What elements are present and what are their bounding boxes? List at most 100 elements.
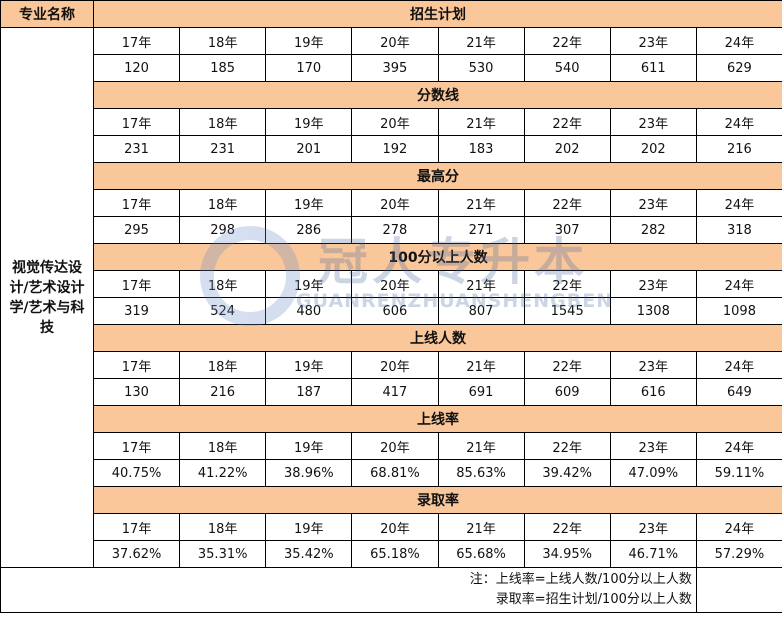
value-cell: 1308 [609,297,697,325]
year-cell: 24年 [695,513,782,541]
value-cell: 68.81% [351,459,439,487]
value-cell: 57.29% [695,540,782,568]
value-cell: 65.18% [351,540,439,568]
value-cell: 395 [351,54,439,82]
table-row: 上线人数 [1,324,782,352]
year-cell: 18年 [179,351,267,379]
year-cell: 20年 [351,432,439,460]
value-cell: 39.42% [523,459,611,487]
year-cell: 23年 [609,108,697,136]
table-row: 37.62% 35.31% 35.42% 65.18% 65.68% 34.95% 46.7… [1,540,782,568]
value-cell: 65.68% [437,540,525,568]
table-row: 17年 18年 19年 20年 21年 22年 23年 24年 [1,513,782,541]
score-table: 专业名称 招生计划 视觉传达设计/艺术设计学/艺术与科技 17年 18年 19年 20年 21… [0,0,782,613]
value-cell: 35.31% [179,540,267,568]
value-cell: 1545 [523,297,611,325]
value-cell: 282 [609,216,697,244]
value-cell: 611 [609,54,697,82]
table-row: 分数线 [1,81,782,109]
value-cell: 202 [609,135,697,163]
value-cell: 530 [437,54,525,82]
year-cell: 23年 [609,189,697,217]
year-cell: 17年 [92,108,181,136]
value-cell: 120 [92,54,181,82]
value-cell: 606 [351,297,439,325]
year-cell: 17年 [92,513,181,541]
value-cell: 202 [523,135,611,163]
value-cell: 231 [92,135,181,163]
year-cell: 24年 [695,27,782,55]
table-row: 注：上线率=上线人数/100分以上人数录取率=招生计划/100分以上人数 [0,567,782,613]
year-cell: 18年 [179,189,267,217]
table-row: 最高分 [1,162,782,190]
table-row: 17年 18年 19年 20年 21年 22年 23年 24年 [1,108,782,136]
note-line: 录取率=招生计划/100分以上人数 [495,592,692,607]
year-cell: 24年 [695,432,782,460]
value-cell: 807 [437,297,525,325]
section-title: 分数线 [93,81,782,109]
value-cell: 524 [179,297,267,325]
table-row: 上线率 [1,405,782,433]
year-cell: 17年 [92,351,181,379]
year-cell: 22年 [523,27,611,55]
year-cell: 22年 [523,270,611,298]
year-cell: 23年 [609,351,697,379]
year-cell: 17年 [92,270,181,298]
year-cell: 21年 [437,351,525,379]
year-cell: 19年 [265,27,353,55]
value-cell: 41.22% [179,459,267,487]
year-cell: 22年 [523,432,611,460]
year-cell: 22年 [523,351,611,379]
table-row: 视觉传达设计/艺术设计学/艺术与科技 17年 18年 19年 20年 21年 22年 23年 2… [0,27,782,568]
year-cell: 22年 [523,189,611,217]
value-cell: 85.63% [437,459,525,487]
value-cell: 216 [695,135,782,163]
section-title: 上线人数 [93,324,782,352]
value-cell: 278 [351,216,439,244]
table-row: 专业名称 招生计划 [0,0,782,28]
value-cell: 185 [179,54,267,82]
table-row: 231 231 201 192 183 202 202 216 [1,135,782,163]
year-cell: 20年 [351,189,439,217]
value-cell: 286 [265,216,353,244]
table-row: 130 216 187 417 691 609 616 649 [1,378,782,406]
year-cell: 18年 [179,432,267,460]
year-cell: 22年 [523,108,611,136]
note-line: 注：上线率=上线人数/100分以上人数 [469,572,692,587]
major-name: 视觉传达设计/艺术设计学/艺术与科技 [0,27,94,568]
value-cell: 40.75% [92,459,181,487]
table-row: 295 298 286 278 271 307 282 318 [1,216,782,244]
table-row: 录取率 [1,486,782,514]
table-row: 17年 18年 19年 20年 21年 22年 23年 24年 [1,189,782,217]
table-row: 40.75% 41.22% 38.96% 68.81% 85.63% 39.42% 47.0… [1,459,782,487]
year-cell: 19年 [265,189,353,217]
year-cell: 21年 [437,432,525,460]
year-cell: 18年 [179,27,267,55]
table-row: 17年 18年 19年 20年 21年 22年 23年 24年 [1,351,782,379]
table-row: 100分以上人数 [1,243,782,271]
value-cell: 649 [695,378,782,406]
year-cell: 19年 [265,108,353,136]
table-row: 319 524 480 606 807 1545 1308 1098 [1,297,782,325]
value-cell: 1098 [695,297,782,325]
value-cell: 37.62% [92,540,181,568]
value-cell: 170 [265,54,353,82]
year-cell: 19年 [265,432,353,460]
year-cell: 21年 [437,108,525,136]
year-cell: 18年 [179,513,267,541]
year-cell: 20年 [351,513,439,541]
value-cell: 35.42% [265,540,353,568]
year-cell: 21年 [437,189,525,217]
year-cell: 24年 [695,351,782,379]
year-cell: 21年 [437,513,525,541]
year-cell: 19年 [265,270,353,298]
value-cell: 616 [609,378,697,406]
value-cell: 629 [695,54,782,82]
table-row: 17年 18年 19年 20年 21年 22年 23年 24年 [1,432,782,460]
empty-cell [695,567,782,613]
value-cell: 540 [523,54,611,82]
year-cell: 21年 [437,270,525,298]
value-cell: 319 [92,297,181,325]
year-cell: 20年 [351,27,439,55]
